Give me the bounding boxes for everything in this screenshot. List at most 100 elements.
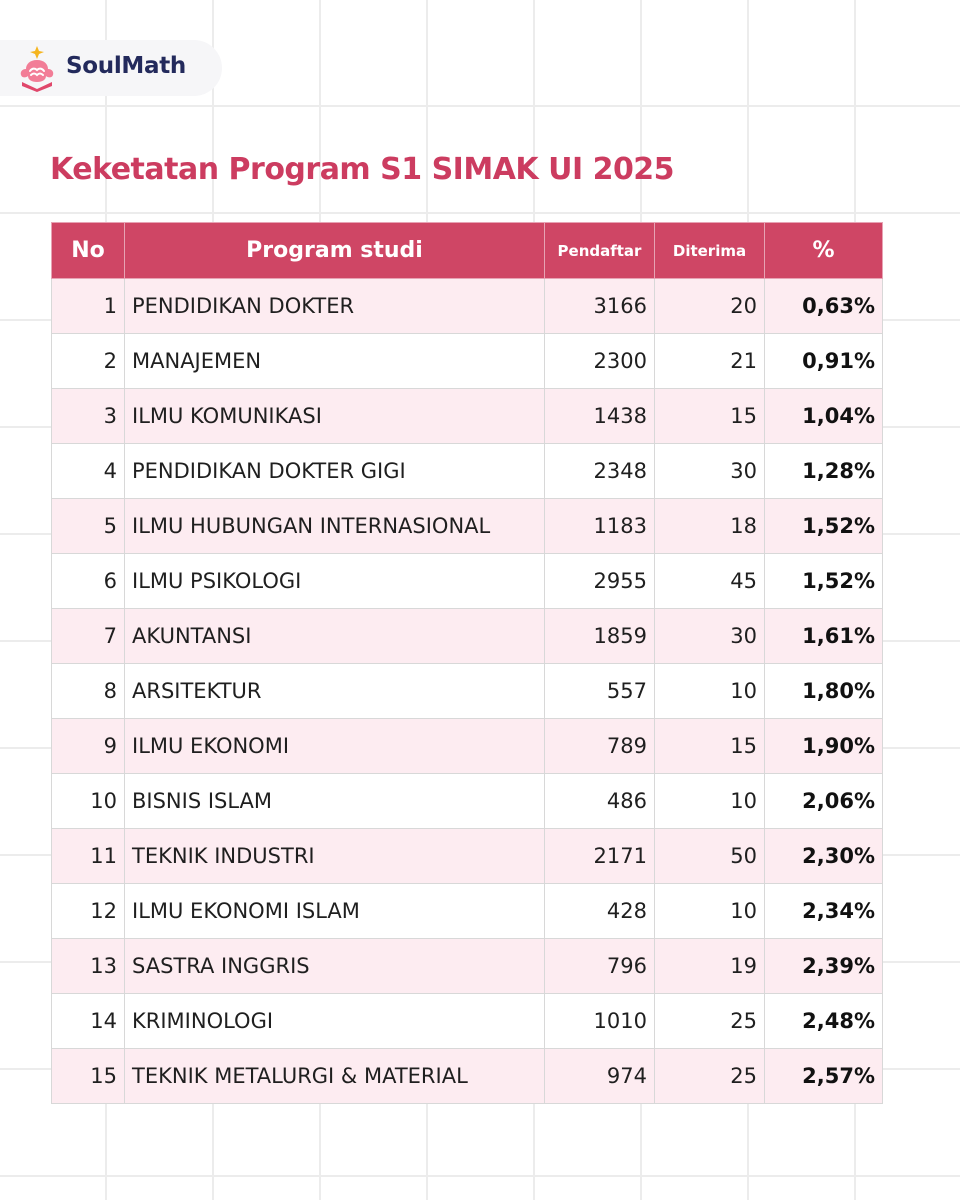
cell-program: BISNIS ISLAM (124, 773, 545, 829)
cell-program: MANAJEMEN (124, 333, 545, 389)
cell-pendaftar: 1859 (544, 608, 655, 664)
header-program: Program studi (124, 222, 545, 279)
cell-diterima: 21 (654, 333, 765, 389)
cell-pendaftar: 1010 (544, 993, 655, 1049)
cell-no: 15 (51, 1048, 125, 1104)
brand-badge: SoulMath (0, 40, 222, 96)
header-pendaftar: Pendaftar (544, 222, 655, 279)
table-row: 7 AKUNTANSI 1859 30 1,61% (51, 608, 883, 664)
cell-no: 12 (51, 883, 125, 939)
cell-pendaftar: 789 (544, 718, 655, 774)
cell-program: ILMU HUBUNGAN INTERNASIONAL (124, 498, 545, 554)
table-row: 3 ILMU KOMUNIKASI 1438 15 1,04% (51, 388, 883, 444)
cell-diterima: 18 (654, 498, 765, 554)
cell-diterima: 15 (654, 718, 765, 774)
table-row: 2 MANAJEMEN 2300 21 0,91% (51, 333, 883, 389)
cell-pendaftar: 428 (544, 883, 655, 939)
table-row: 11 TEKNIK INDUSTRI 2171 50 2,30% (51, 828, 883, 884)
cell-program: ILMU KOMUNIKASI (124, 388, 545, 444)
cell-program: ILMU EKONOMI ISLAM (124, 883, 545, 939)
cell-no: 7 (51, 608, 125, 664)
table-row: 8 ARSITEKTUR 557 10 1,80% (51, 663, 883, 719)
table-row: 10 BISNIS ISLAM 486 10 2,06% (51, 773, 883, 829)
cell-percent: 2,39% (764, 938, 883, 994)
table-row: 13 SASTRA INGGRIS 796 19 2,39% (51, 938, 883, 994)
cell-no: 1 (51, 278, 125, 334)
cell-percent: 2,57% (764, 1048, 883, 1104)
cell-diterima: 30 (654, 443, 765, 499)
table-header-row: No Program studi Pendaftar Diterima % (51, 222, 883, 279)
cell-diterima: 10 (654, 773, 765, 829)
cell-percent: 1,61% (764, 608, 883, 664)
cell-pendaftar: 2348 (544, 443, 655, 499)
cell-program: ARSITEKTUR (124, 663, 545, 719)
cell-percent: 1,52% (764, 553, 883, 609)
cell-program: ILMU PSIKOLOGI (124, 553, 545, 609)
cell-no: 14 (51, 993, 125, 1049)
cell-percent: 0,91% (764, 333, 883, 389)
cell-no: 3 (51, 388, 125, 444)
table-row: 1 PENDIDIKAN DOKTER 3166 20 0,63% (51, 278, 883, 334)
cell-diterima: 19 (654, 938, 765, 994)
cell-pendaftar: 486 (544, 773, 655, 829)
cell-pendaftar: 1183 (544, 498, 655, 554)
cell-pendaftar: 3166 (544, 278, 655, 334)
table-row: 14 KRIMINOLOGI 1010 25 2,48% (51, 993, 883, 1049)
cell-diterima: 50 (654, 828, 765, 884)
cell-program: PENDIDIKAN DOKTER GIGI (124, 443, 545, 499)
cell-pendaftar: 2955 (544, 553, 655, 609)
cell-no: 4 (51, 443, 125, 499)
cell-diterima: 25 (654, 993, 765, 1049)
cell-diterima: 20 (654, 278, 765, 334)
table-row: 15 TEKNIK METALURGI & MATERIAL 974 25 2,57% (51, 1048, 883, 1104)
cell-diterima: 30 (654, 608, 765, 664)
cell-diterima: 10 (654, 663, 765, 719)
cell-pendaftar: 1438 (544, 388, 655, 444)
cell-pendaftar: 557 (544, 663, 655, 719)
header-diterima: Diterima (654, 222, 765, 279)
cell-no: 2 (51, 333, 125, 389)
cell-percent: 0,63% (764, 278, 883, 334)
table-body: 1 PENDIDIKAN DOKTER 3166 20 0,63% 2 MANAJEMEN 2… (51, 278, 883, 1104)
cell-diterima: 45 (654, 553, 765, 609)
cell-pendaftar: 2300 (544, 333, 655, 389)
cell-program: PENDIDIKAN DOKTER (124, 278, 545, 334)
table-row: 9 ILMU EKONOMI 789 15 1,90% (51, 718, 883, 774)
cell-diterima: 10 (654, 883, 765, 939)
cell-program: TEKNIK INDUSTRI (124, 828, 545, 884)
cell-program: ILMU EKONOMI (124, 718, 545, 774)
cell-program: SASTRA INGGRIS (124, 938, 545, 994)
cell-diterima: 25 (654, 1048, 765, 1104)
cell-program: TEKNIK METALURGI & MATERIAL (124, 1048, 545, 1104)
cell-percent: 1,28% (764, 443, 883, 499)
cell-percent: 1,52% (764, 498, 883, 554)
cell-percent: 2,34% (764, 883, 883, 939)
page-title: Keketatan Program S1 SIMAK UI 2025 (50, 152, 675, 187)
cell-no: 10 (51, 773, 125, 829)
cell-percent: 1,04% (764, 388, 883, 444)
table-row: 6 ILMU PSIKOLOGI 2955 45 1,52% (51, 553, 883, 609)
soulmath-logo-icon (20, 46, 54, 92)
cell-pendaftar: 796 (544, 938, 655, 994)
brand-name: SoulMath (66, 53, 187, 79)
table-row: 12 ILMU EKONOMI ISLAM 428 10 2,34% (51, 883, 883, 939)
cell-program: AKUNTANSI (124, 608, 545, 664)
cell-no: 5 (51, 498, 125, 554)
header-percent: % (764, 222, 883, 279)
cell-diterima: 15 (654, 388, 765, 444)
cell-no: 13 (51, 938, 125, 994)
table-row: 4 PENDIDIKAN DOKTER GIGI 2348 30 1,28% (51, 443, 883, 499)
cell-percent: 2,30% (764, 828, 883, 884)
cell-percent: 1,90% (764, 718, 883, 774)
cell-no: 11 (51, 828, 125, 884)
cell-percent: 2,48% (764, 993, 883, 1049)
cell-no: 9 (51, 718, 125, 774)
cell-no: 6 (51, 553, 125, 609)
table-row: 5 ILMU HUBUNGAN INTERNASIONAL 1183 18 1,52% (51, 498, 883, 554)
cell-pendaftar: 974 (544, 1048, 655, 1104)
cell-no: 8 (51, 663, 125, 719)
cell-pendaftar: 2171 (544, 828, 655, 884)
header-no: No (51, 222, 125, 279)
cell-percent: 1,80% (764, 663, 883, 719)
